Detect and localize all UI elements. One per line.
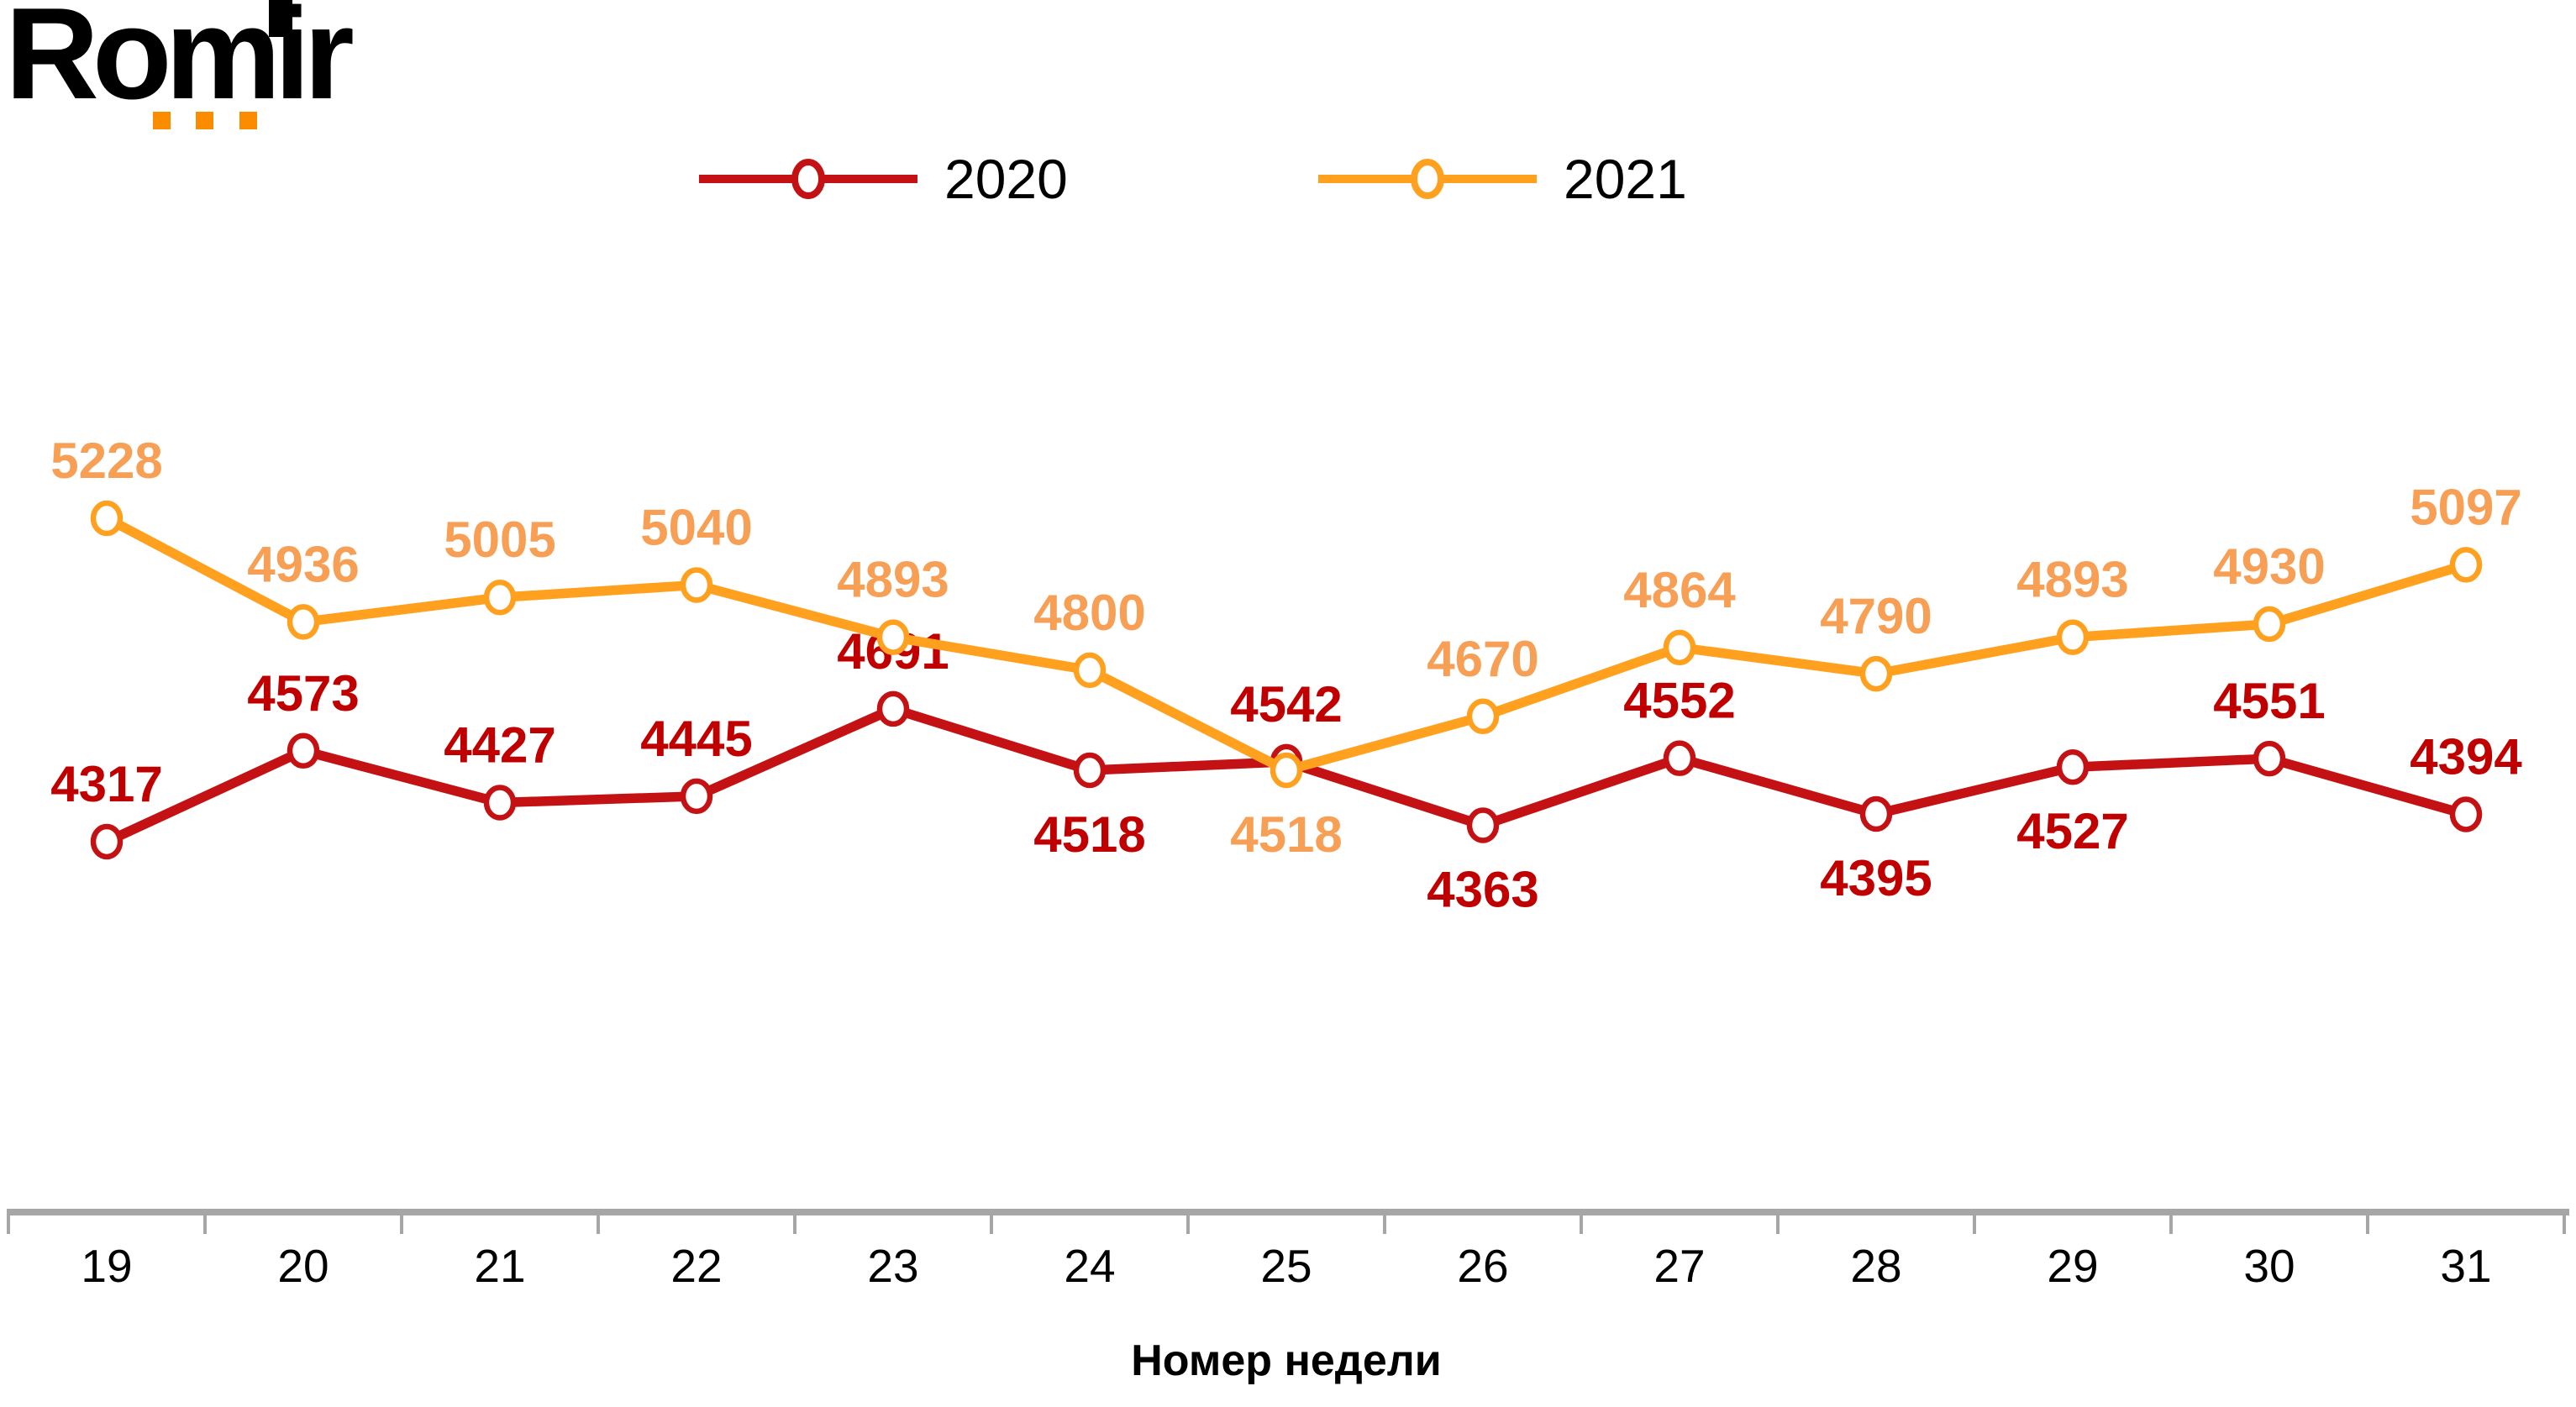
- data-point-marker-2021: [287, 604, 320, 640]
- data-label-2021: 5097: [2410, 479, 2521, 535]
- x-axis-tick: [2366, 1209, 2369, 1234]
- data-point-marker-2021: [876, 619, 910, 655]
- x-axis-line: [7, 1209, 2569, 1215]
- data-label-2021: 5040: [640, 499, 752, 555]
- legend-line-sample-2021: [1318, 159, 1537, 199]
- x-axis-label: 19: [81, 1240, 132, 1292]
- x-axis-tick: [1776, 1209, 1780, 1234]
- data-label-2021: 4893: [837, 552, 949, 608]
- data-point-marker-2021: [2253, 606, 2286, 643]
- data-label-2021: 4800: [1033, 585, 1145, 641]
- x-axis-tick: [2563, 1209, 2566, 1234]
- x-axis-label: 31: [2440, 1240, 2491, 1292]
- data-point-marker-2021: [1663, 629, 1696, 666]
- x-axis-label: 21: [474, 1240, 525, 1292]
- x-axis-label: 28: [1850, 1240, 1901, 1292]
- data-label-2020: 4427: [444, 717, 555, 774]
- data-point-marker-2020: [680, 778, 713, 815]
- x-axis-label: 30: [2243, 1240, 2295, 1292]
- data-point-marker-2021: [90, 500, 124, 537]
- x-axis-label: 22: [670, 1240, 722, 1292]
- logo-text: Romir: [5, 0, 355, 126]
- data-label-2020: 4551: [2213, 673, 2325, 729]
- data-point-marker-2020: [287, 732, 320, 769]
- logo-orange-dot: [153, 112, 171, 129]
- x-axis-tick: [793, 1209, 796, 1234]
- legend-label-2020: 2020: [944, 148, 1068, 210]
- data-label-2020: 4317: [50, 756, 162, 812]
- data-point-marker-2020: [2449, 796, 2483, 832]
- legend-label-2021: 2021: [1564, 148, 1687, 210]
- x-axis-label: 25: [1260, 1240, 1312, 1292]
- data-label-2021: 4864: [1623, 562, 1736, 618]
- data-label-2020: 4394: [2410, 728, 2522, 785]
- data-label-2021: 4518: [1230, 806, 1342, 863]
- x-axis-label: 26: [1457, 1240, 1508, 1292]
- data-label-2021: 4790: [1820, 588, 1932, 644]
- logo-orange-dot: [239, 112, 257, 129]
- x-axis-tick: [1186, 1209, 1190, 1234]
- data-label-2020: 4518: [1033, 806, 1145, 863]
- x-axis-tick: [203, 1209, 207, 1234]
- data-label-2021: 4936: [247, 536, 359, 592]
- x-axis-tick: [400, 1209, 403, 1234]
- data-point-marker-2020: [876, 690, 910, 727]
- data-point-marker-2020: [1073, 752, 1107, 789]
- data-label-2021: 4930: [2213, 538, 2325, 595]
- data-point-marker-2021: [2449, 547, 2483, 583]
- x-axis-tick: [7, 1209, 10, 1234]
- x-axis-tick: [1383, 1209, 1386, 1234]
- data-point-marker-2021: [1073, 652, 1107, 689]
- legend-item-2020: 2020: [697, 148, 1068, 210]
- data-point-marker-2021: [1270, 752, 1303, 789]
- data-point-marker-2021: [680, 567, 713, 603]
- data-point-marker-2021: [1466, 698, 1500, 735]
- data-point-marker-2020: [1859, 795, 1893, 832]
- data-label-2021: 4893: [2016, 552, 2128, 608]
- x-axis-label: 20: [277, 1240, 329, 1292]
- x-axis-label: 24: [1064, 1240, 1115, 1292]
- legend-marker: [1411, 159, 1444, 199]
- x-axis-title: Номер недели: [1131, 1336, 1441, 1385]
- data-label-2020: 4445: [640, 711, 752, 767]
- data-label-2020: 4363: [1427, 862, 1538, 918]
- data-point-marker-2021: [483, 579, 517, 616]
- legend-marker: [791, 159, 825, 199]
- legend-item-2021: 2021: [1317, 148, 1687, 210]
- data-label-2020: 4552: [1623, 673, 1735, 729]
- data-label-2021: 5228: [50, 433, 162, 489]
- x-axis-tick: [1973, 1209, 1976, 1234]
- data-label-2021: 5005: [444, 512, 555, 568]
- data-point-marker-2020: [2056, 748, 2090, 785]
- x-axis-tick: [597, 1209, 600, 1234]
- data-point-marker-2020: [90, 823, 124, 860]
- x-axis-tick: [1580, 1209, 1583, 1234]
- data-point-marker-2021: [2056, 619, 2090, 655]
- x-axis-label: 29: [2047, 1240, 2098, 1292]
- data-label-2020: 4395: [1820, 850, 1932, 906]
- data-label-2020: 4542: [1230, 676, 1342, 732]
- logo-i-dot-square: [269, 0, 292, 37]
- data-label-2020: 4527: [2016, 803, 2128, 859]
- data-point-marker-2021: [1859, 655, 1893, 692]
- data-label-2021: 4670: [1427, 631, 1538, 687]
- data-point-marker-2020: [1663, 740, 1696, 776]
- logo-orange-dot: [196, 112, 213, 129]
- x-axis-label: 23: [867, 1240, 918, 1292]
- data-point-marker-2020: [483, 785, 517, 821]
- x-axis-tick: [2169, 1209, 2173, 1234]
- x-axis-tick: [990, 1209, 993, 1234]
- x-axis-label: 27: [1653, 1240, 1705, 1292]
- data-point-marker-2020: [1466, 807, 1500, 843]
- data-label-2020: 4573: [247, 665, 359, 722]
- data-point-marker-2020: [2253, 740, 2286, 777]
- legend-line-sample-2020: [699, 159, 917, 199]
